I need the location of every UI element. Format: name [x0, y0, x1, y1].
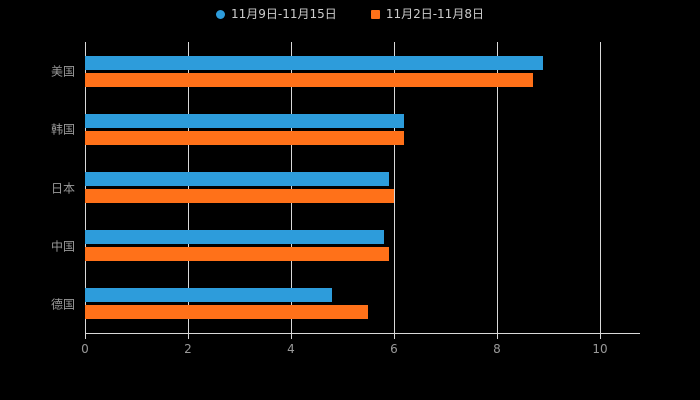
legend-label: 11月9日-11月15日	[231, 7, 337, 21]
x-tick-label: 8	[493, 342, 501, 356]
chart-legend: 11月9日-11月15日 11月2日-11月8日	[0, 7, 700, 21]
bar-series-1	[85, 172, 389, 186]
x-axis-tickmark	[600, 333, 601, 339]
bar-series-2	[85, 72, 534, 87]
category-label: 韩国	[50, 122, 75, 137]
legend-marker-icon	[370, 9, 380, 19]
bar-series-1	[85, 113, 405, 128]
category-row: 德国	[51, 275, 640, 333]
bar-series-2	[85, 305, 369, 320]
x-tick-label: 10	[592, 342, 608, 356]
x-tick-label: 2	[184, 342, 192, 356]
x-tick-label: 0	[81, 342, 89, 356]
category-label: 中国	[50, 239, 75, 254]
category-row: 韩国	[51, 100, 640, 158]
category-label: 德国	[50, 297, 75, 312]
gridline	[394, 42, 395, 333]
gridline	[291, 42, 292, 333]
gridline	[188, 42, 189, 333]
legend-item[interactable]: 11月9日-11月15日	[216, 7, 337, 21]
x-tick-label: 6	[390, 342, 398, 356]
category-row: 中国	[51, 217, 640, 275]
bar-series-1	[85, 288, 333, 303]
bar-series-1	[85, 55, 544, 70]
gridline	[497, 42, 498, 333]
x-axis-tickmark	[497, 333, 498, 339]
category-label: 美国	[50, 64, 75, 79]
x-tick-label: 4	[287, 342, 295, 356]
category-row: 日本	[51, 158, 640, 216]
bar-series-2	[85, 189, 394, 203]
bar-rows: 美国韩国日本中国德国	[51, 42, 640, 333]
bar-series-2	[85, 130, 405, 145]
x-axis-tickmark	[394, 333, 395, 339]
category-label: 日本	[50, 181, 75, 195]
legend-item[interactable]: 11月2日-11月8日	[370, 7, 484, 21]
bar-series-2	[85, 247, 389, 262]
category-row: 美国	[51, 42, 640, 100]
plot-area: 美国韩国日本中国德国 0 2 4 6 8 10	[51, 42, 640, 356]
legend-label: 11月2日-11月8日	[385, 7, 484, 21]
legend-marker-icon	[216, 9, 226, 19]
gridline	[85, 42, 86, 333]
x-axis-tickmark	[85, 333, 86, 339]
bar-series-1	[85, 230, 384, 245]
x-axis-tickmark	[291, 333, 292, 339]
x-axis-tickmark	[188, 333, 189, 339]
gridline	[600, 42, 601, 333]
